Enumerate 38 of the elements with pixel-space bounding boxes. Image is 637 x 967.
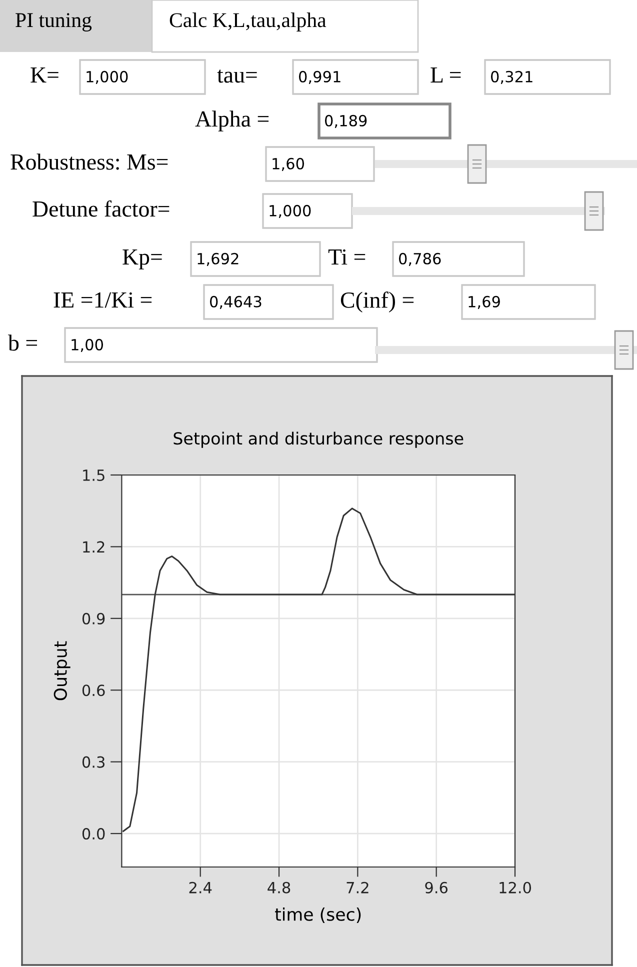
text: 1,692 bbox=[198, 252, 238, 266]
text: 0,4643 bbox=[210, 296, 262, 309]
y-axis-title: Output bbox=[54, 641, 70, 700]
text: 1,000 bbox=[270, 204, 311, 218]
text: Kp= bbox=[122, 250, 162, 270]
text: 0,991 bbox=[299, 70, 340, 84]
text: 0,189 bbox=[325, 114, 367, 128]
x-tick-label: 4.8 bbox=[268, 882, 290, 894]
x-tick-label: 7.2 bbox=[346, 882, 368, 894]
text: 1,00 bbox=[72, 338, 104, 352]
text: 1,000 bbox=[86, 70, 128, 84]
text: b = bbox=[8, 334, 37, 351]
text: 1,60 bbox=[272, 158, 304, 171]
text: 0,786 bbox=[399, 252, 441, 266]
text: Detune factor= bbox=[32, 200, 170, 217]
y-tick-label: 1.5 bbox=[83, 470, 104, 482]
text: tau= bbox=[217, 70, 257, 83]
chart-title: Setpoint and disturbance response bbox=[174, 432, 464, 448]
text: 0,321 bbox=[491, 70, 532, 84]
text: 1,69 bbox=[468, 296, 500, 309]
text: IE =1/Ki = bbox=[54, 292, 152, 308]
y-tick-label: 0.0 bbox=[82, 828, 105, 840]
x-axis-title: time (sec) bbox=[275, 907, 361, 923]
x-tick-label: 12.0 bbox=[500, 882, 531, 894]
x-tick-label: 9.6 bbox=[425, 882, 448, 894]
y-tick-label: 0.9 bbox=[82, 612, 105, 624]
y-tick-label: 0.3 bbox=[82, 756, 105, 768]
text: C(inf) = bbox=[340, 291, 414, 313]
text: Calc K,L,tau,alpha bbox=[170, 12, 326, 32]
y-tick-label: 1.2 bbox=[83, 541, 104, 553]
y-tick-label: 0.6 bbox=[82, 684, 105, 696]
text: Robustness: Ms= bbox=[10, 154, 168, 170]
text: L = bbox=[430, 68, 461, 83]
text: K= bbox=[30, 68, 58, 83]
text: PI tuning bbox=[16, 13, 92, 32]
text: Ti = bbox=[328, 249, 366, 265]
text: Alpha = bbox=[195, 110, 269, 132]
x-tick-label: 2.4 bbox=[189, 882, 212, 894]
